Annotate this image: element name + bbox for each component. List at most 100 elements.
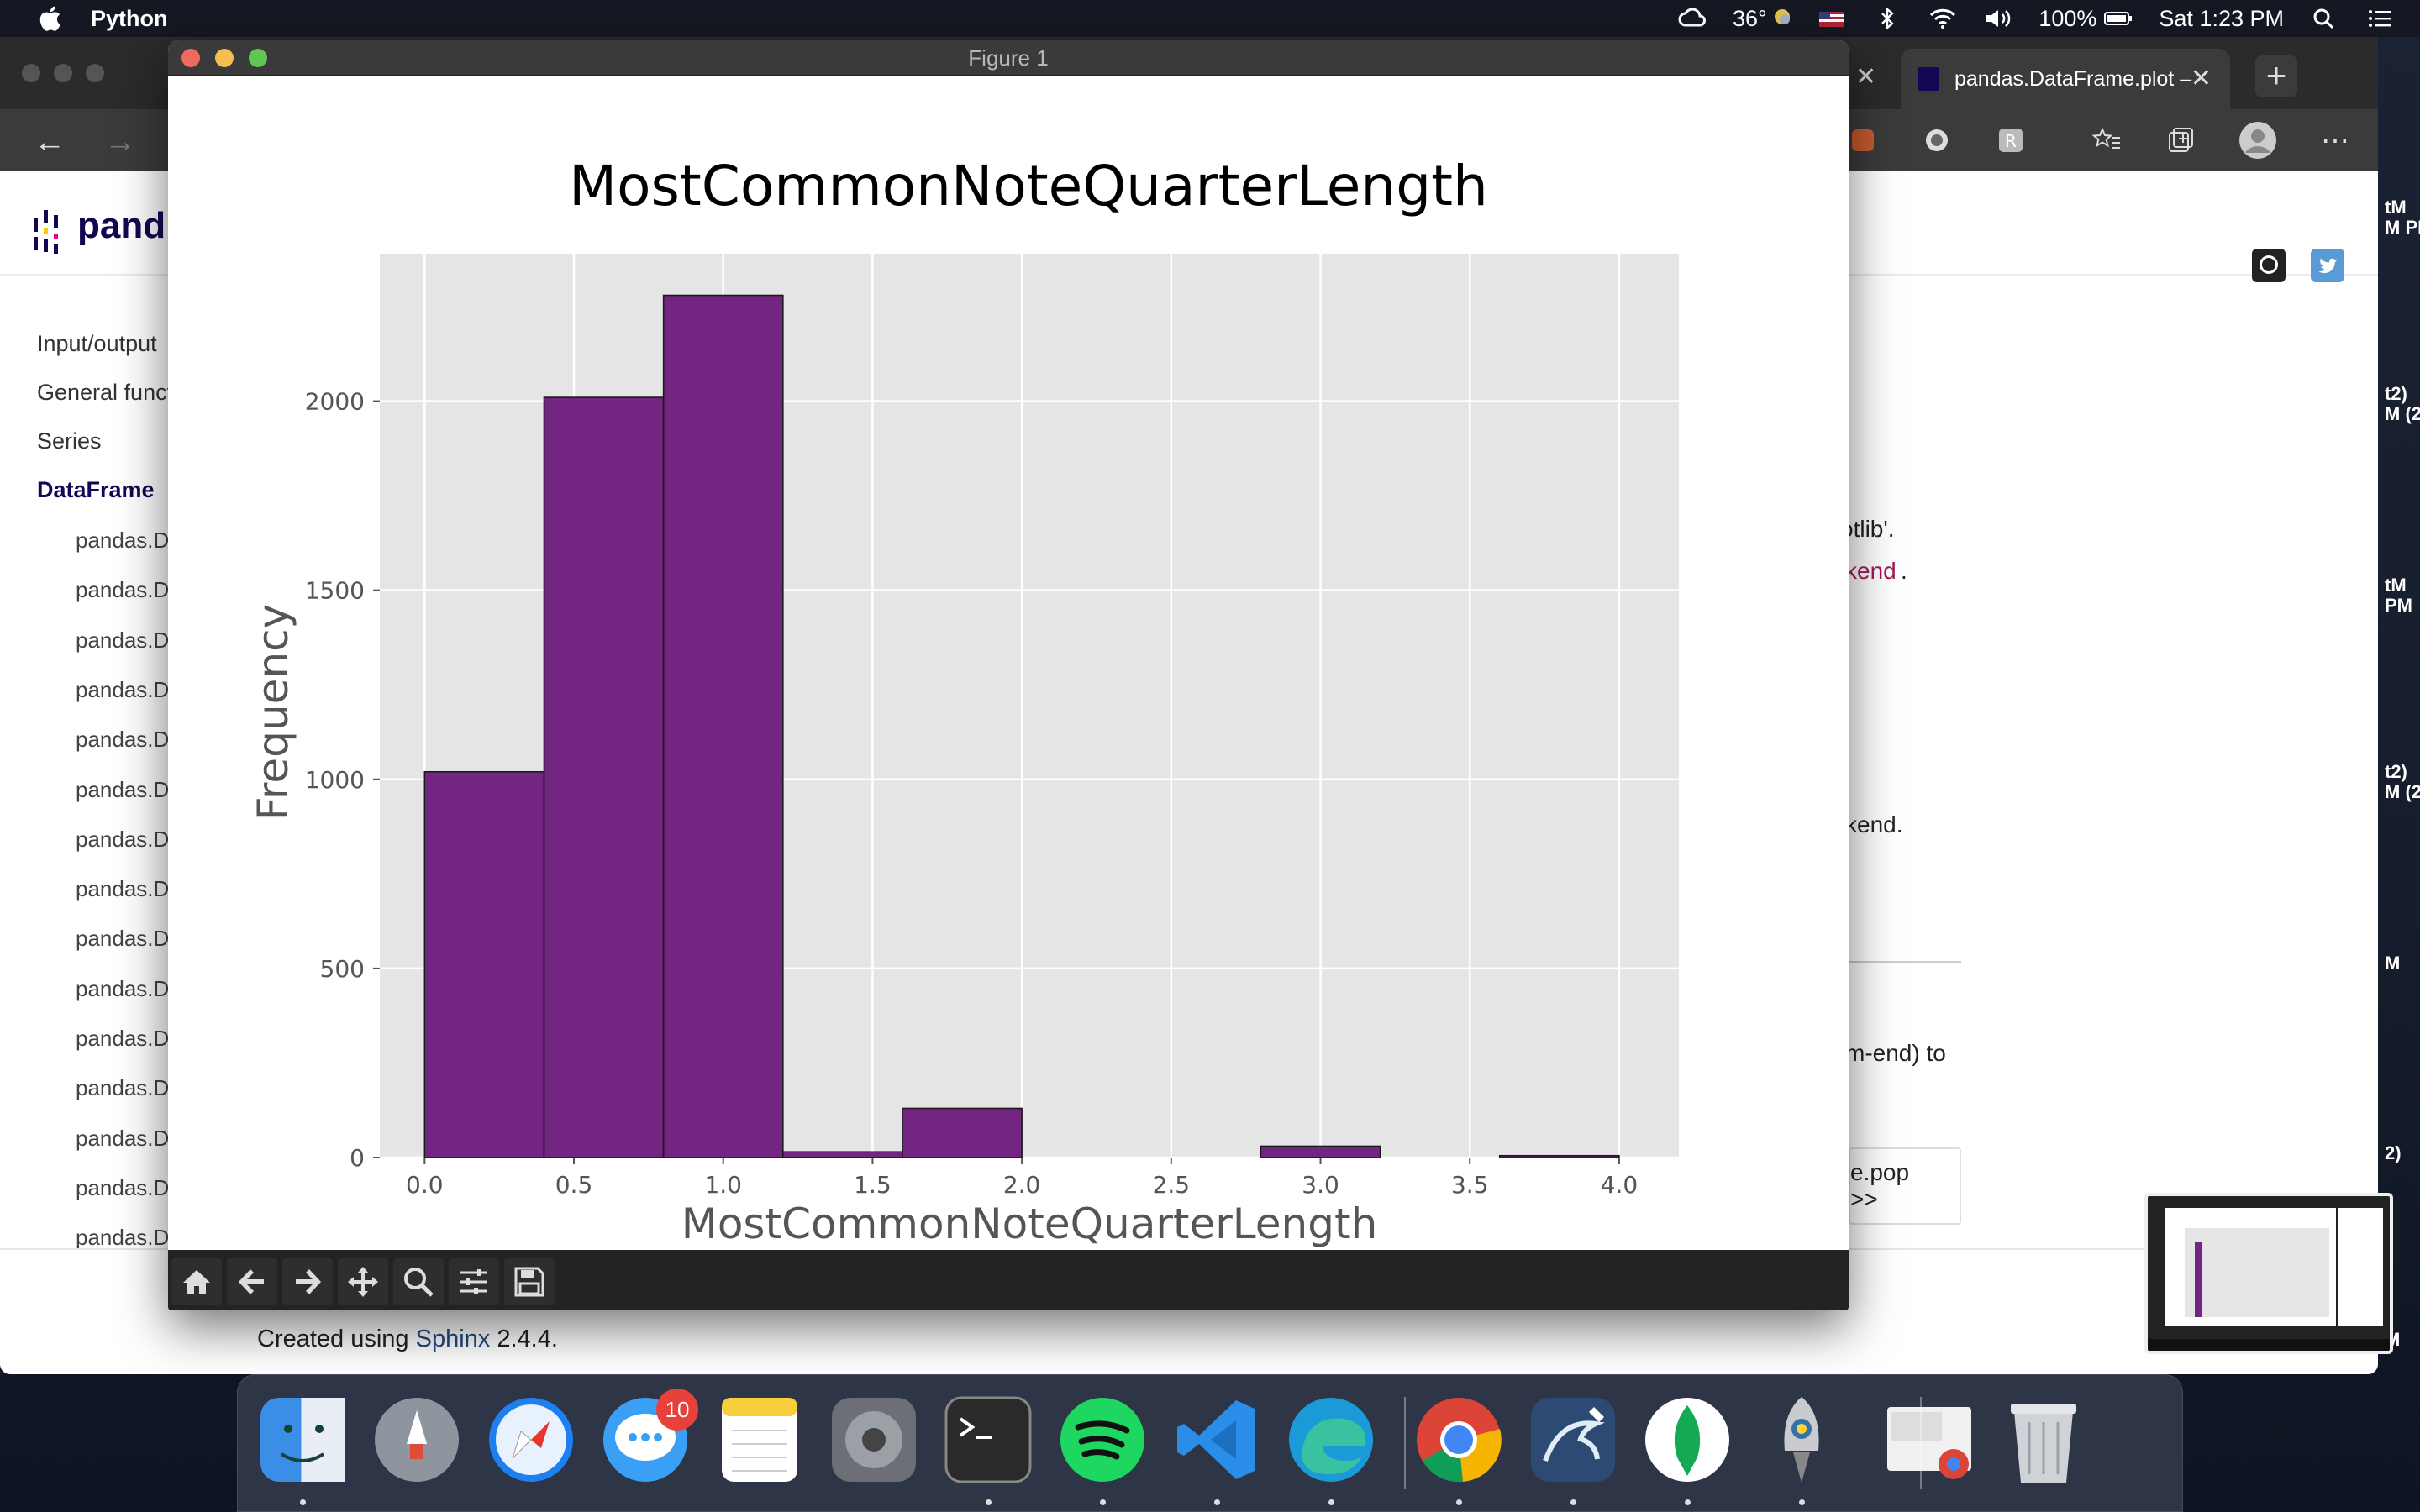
x-tick-label: 0.0 <box>406 1171 444 1199</box>
twitter-icon[interactable] <box>2311 249 2344 282</box>
sidebar-subitem[interactable]: pandas.D <box>76 926 170 952</box>
weather-temperature[interactable]: 36° <box>1733 6 1791 32</box>
safari-app-button[interactable] <box>485 1394 577 1486</box>
github-icon[interactable] <box>2252 249 2286 282</box>
tab-close-icon[interactable]: ✕ <box>2190 65 2212 92</box>
histogram-bar <box>781 1151 903 1158</box>
extension-icon[interactable] <box>1921 124 1953 156</box>
notes-app-button[interactable] <box>713 1394 806 1486</box>
sidebar-subitem[interactable]: pandas.D <box>76 826 170 852</box>
sidebar-subitem[interactable]: pandas.D <box>76 1026 170 1051</box>
maximize-window-button[interactable] <box>249 49 267 67</box>
extension-icon[interactable]: R <box>1995 124 2027 156</box>
tab-close-icon[interactable]: ✕ <box>1855 63 1877 91</box>
thumbnail-bar <box>2195 1242 2202 1317</box>
mysql-workbench-app-button[interactable] <box>1527 1394 1619 1486</box>
sidebar-subitem[interactable]: pandas.D <box>76 1125 170 1151</box>
more-options-icon[interactable]: ⋯ <box>2321 125 2349 157</box>
creative-cloud-icon[interactable] <box>1677 7 1707 30</box>
pan-button[interactable] <box>338 1258 388 1305</box>
y-axis-label: Frequency <box>249 604 297 821</box>
sidebar-subitem[interactable]: pandas.D <box>76 1075 170 1101</box>
mongodb-compass-app-button[interactable] <box>1641 1394 1733 1486</box>
spotify-app-button[interactable] <box>1056 1394 1149 1486</box>
home-button[interactable] <box>171 1258 222 1305</box>
finder-app-button[interactable] <box>256 1394 349 1486</box>
trash-app-button[interactable] <box>1997 1394 2090 1486</box>
sidebar-subitem[interactable]: pandas.D <box>76 975 170 1001</box>
sidebar-subitem[interactable]: pandas.D <box>76 876 170 902</box>
window-preview-thumbnail[interactable] <box>2144 1193 2393 1354</box>
sidebar-subitem[interactable]: pandas.D <box>76 577 170 603</box>
sidebar-subitem[interactable]: pandas.D <box>76 1174 170 1200</box>
svg-text:R: R <box>2005 131 2017 151</box>
pandas-logo-text[interactable]: pand <box>77 205 166 246</box>
battery-icon[interactable] <box>2103 7 2133 30</box>
histogram-bar <box>662 294 784 1158</box>
sidebar-subitem[interactable]: pandas.D <box>76 1225 170 1251</box>
sidebar-item[interactable]: DataFrame <box>37 477 155 502</box>
forward-icon[interactable]: → <box>104 124 136 160</box>
sidebar-subitem[interactable]: pandas.D <box>76 528 170 553</box>
new-tab-button[interactable]: + <box>2255 55 2297 97</box>
vscode-app-button[interactable] <box>1171 1394 1263 1486</box>
sidebar-item[interactable]: Series <box>37 428 102 454</box>
back-button[interactable] <box>227 1258 277 1305</box>
back-icon[interactable]: ← <box>34 124 66 160</box>
finder-icon <box>260 1398 345 1482</box>
active-app-name[interactable]: Python <box>91 5 168 31</box>
x-tick-label: 0.5 <box>555 1171 593 1199</box>
terminal-app-button[interactable] <box>942 1394 1034 1486</box>
control-center-icon[interactable] <box>2365 7 2395 30</box>
figure-titlebar: Figure 1 <box>168 40 1849 76</box>
apple-icon[interactable] <box>37 5 62 32</box>
dock-separator <box>1920 1397 1922 1489</box>
sidebar-item[interactable]: General funct <box>37 380 174 405</box>
minimize-window-button[interactable] <box>54 64 72 82</box>
zoom-button[interactable] <box>393 1258 444 1305</box>
spotlight-icon[interactable] <box>2309 7 2339 30</box>
favorites-icon[interactable] <box>2091 124 2123 156</box>
edge-app-button[interactable] <box>1285 1394 1377 1486</box>
profile-avatar-icon[interactable] <box>2238 121 2277 160</box>
python-launcher-app-button[interactable] <box>1755 1394 1848 1486</box>
close-window-button[interactable] <box>22 64 40 82</box>
minimize-window-button[interactable] <box>215 49 234 67</box>
chrome-app-button[interactable] <box>1413 1394 1505 1486</box>
preview-chrome-app-button[interactable] <box>1883 1394 1975 1486</box>
thumbnail-figure <box>2165 1208 2336 1326</box>
divider <box>1849 961 1961 963</box>
close-window-button[interactable] <box>182 49 200 67</box>
terminal-icon <box>944 1396 1032 1483</box>
launchpad-app-button[interactable] <box>371 1394 463 1486</box>
clock[interactable]: Sat 1:23 PM <box>2159 5 2284 31</box>
sidebar-subitem[interactable]: pandas.D <box>76 627 170 653</box>
system-preferences-app-button[interactable] <box>828 1394 920 1486</box>
edge-text-fragment: M (2 <box>2385 781 2420 802</box>
maximize-window-button[interactable] <box>86 64 104 82</box>
sidebar-item[interactable]: Input/output <box>37 331 157 356</box>
collections-icon[interactable] <box>2165 124 2196 156</box>
forward-button[interactable] <box>282 1258 333 1305</box>
content-link[interactable]: kend <box>1845 558 1897 584</box>
status-area: 36° 100% Sat 1:23 PM <box>1677 0 2395 37</box>
bluetooth-icon[interactable] <box>1872 7 1902 30</box>
wifi-icon[interactable] <box>1928 7 1958 30</box>
save-button[interactable] <box>504 1258 555 1305</box>
tab-pandas-dataframe-plot[interactable]: pandas.DataFrame.plot – ✕ <box>1901 49 2230 109</box>
sidebar-subitem[interactable]: pandas.D <box>76 727 170 753</box>
dock: 10 <box>237 1374 2183 1512</box>
x-tick-label: 2.0 <box>1003 1171 1041 1199</box>
volume-icon[interactable] <box>1983 7 2013 30</box>
configure-subplots-button[interactable] <box>449 1258 499 1305</box>
sidebar-subitem[interactable]: pandas.D <box>76 676 170 702</box>
pandas-logo-icon[interactable] <box>32 207 66 255</box>
running-indicator <box>1328 1499 1334 1505</box>
next-page-link[interactable]: e.pop >> <box>1849 1147 1961 1225</box>
battery-percentage[interactable]: 100% <box>2039 5 2097 31</box>
edge-text-fragment: PM <box>2385 595 2412 616</box>
us-flag-icon[interactable] <box>1817 7 1847 30</box>
sidebar-subitem[interactable]: pandas.D <box>76 776 170 802</box>
extension-icon[interactable] <box>1847 124 1879 156</box>
sphinx-link[interactable]: Sphinx <box>415 1326 491 1352</box>
